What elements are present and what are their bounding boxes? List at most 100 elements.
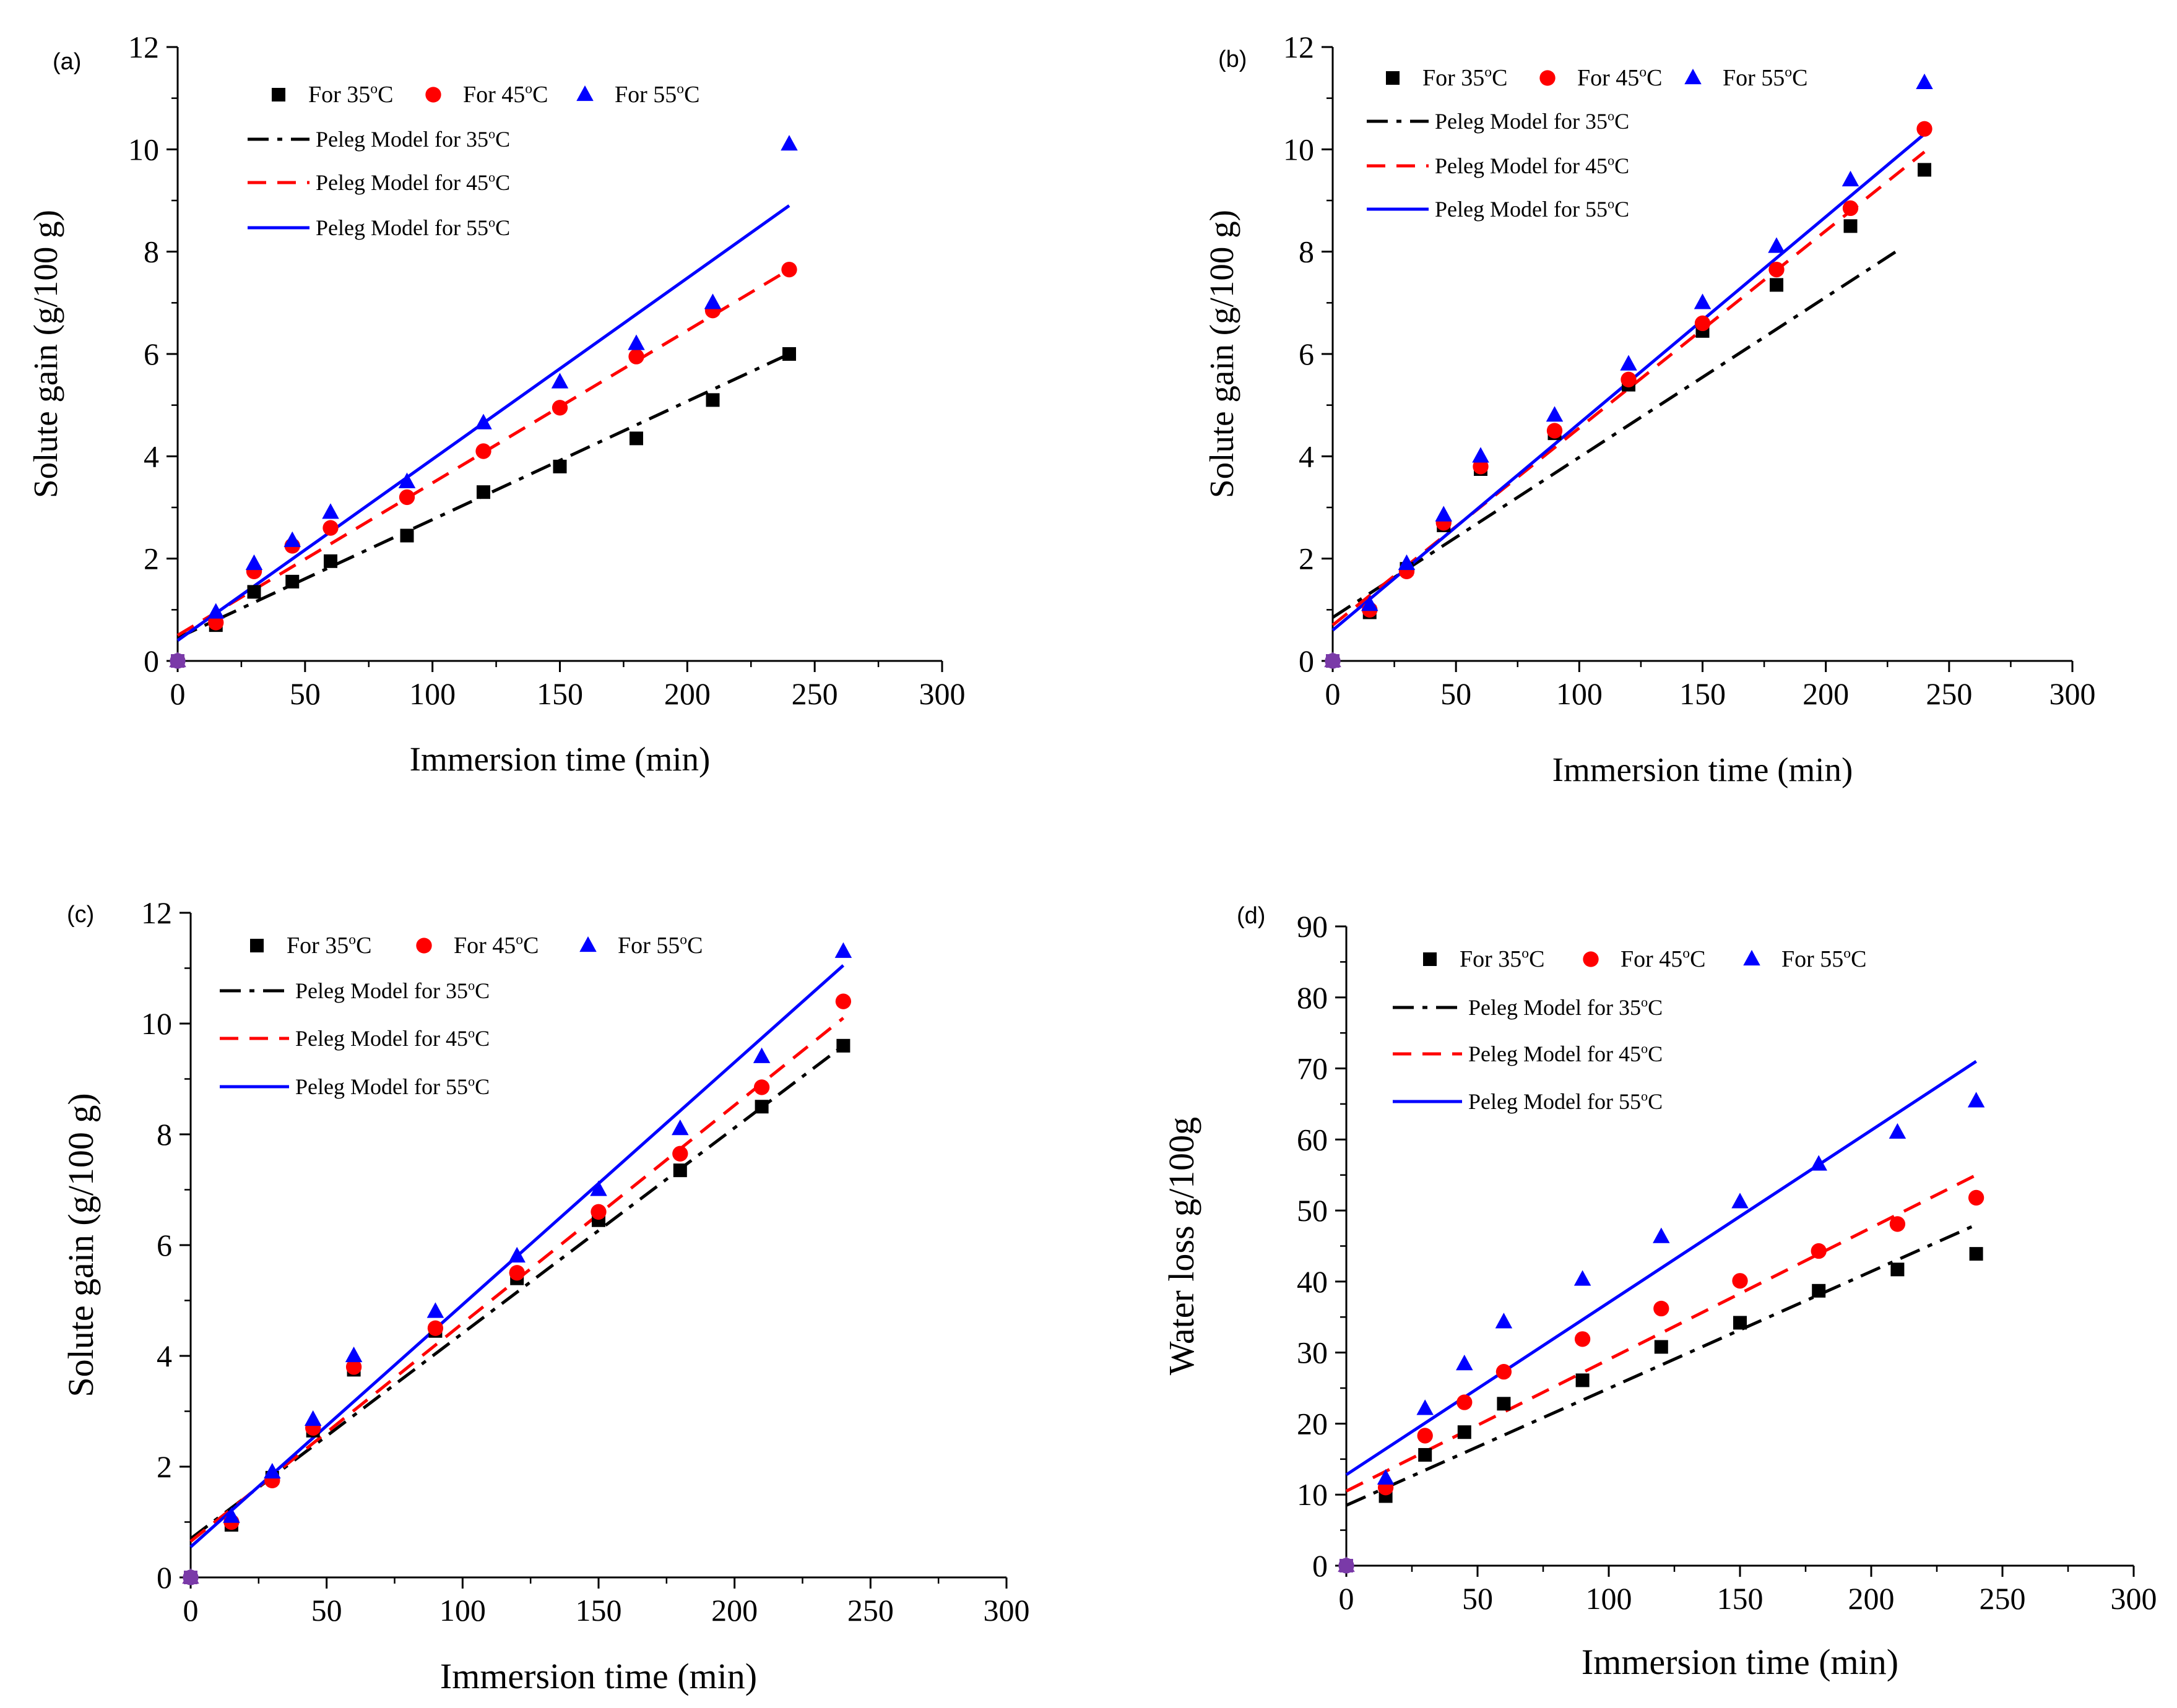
legend-model-label-55: Peleg Model for 55oC: [316, 214, 510, 240]
y-tick-label: 6: [157, 1228, 172, 1262]
legend-label-55: For 55oC: [1781, 946, 1866, 972]
data-point-45: [1968, 1189, 1984, 1206]
data-point-35: [1654, 1340, 1668, 1354]
data-point-55: [1694, 293, 1712, 309]
data-point-45: [781, 261, 797, 278]
legend-label-35: For 35oC: [1422, 64, 1507, 91]
legend-label-35: For 35oC: [287, 932, 371, 959]
x-tick-label: 250: [1980, 1581, 2026, 1616]
data-point-45: [208, 615, 224, 631]
data-point-35: [324, 554, 337, 568]
legend-marker-45: [416, 938, 432, 954]
model-line-35: [1345, 1223, 1977, 1507]
data-point-35: [1770, 278, 1783, 292]
legend: For 35oC For 45oC For 55oC Peleg Model for …: [248, 81, 699, 240]
data-point-55: [628, 334, 645, 350]
data-point-45: [1495, 1364, 1512, 1380]
legend-model-label-45: Peleg Model for 45oC: [1435, 152, 1629, 178]
x-axis-title: Immersion time (min): [1582, 1642, 1898, 1682]
data-point-55: [322, 503, 339, 519]
data-point-55: [245, 554, 263, 571]
data-point-55: [1916, 73, 1933, 90]
data-point-55: [1653, 1227, 1670, 1243]
y-axis-title: Water loss g/100g: [1161, 1117, 1201, 1375]
x-tick-label: 200: [1848, 1581, 1895, 1616]
data-point-45: [1473, 459, 1489, 475]
data-point-45: [1889, 1216, 1906, 1232]
data-point-55: [1573, 1270, 1591, 1286]
x-tick-label: 200: [664, 676, 711, 711]
data-point-55: [304, 1410, 322, 1426]
data-point-45: [427, 1320, 444, 1336]
data-point-45: [399, 489, 415, 506]
data-point-55: [182, 1568, 199, 1584]
data-point-55: [1731, 1193, 1749, 1209]
data-point-35: [400, 528, 414, 543]
y-tick-label: 10: [141, 1006, 172, 1041]
data-point-45: [1621, 371, 1637, 387]
data-point-55: [834, 942, 852, 958]
data-point-55: [426, 1302, 444, 1318]
legend-marker-55: [579, 936, 597, 952]
data-point-45: [475, 443, 491, 459]
x-tick-label: 50: [1440, 676, 1471, 711]
legend-label-35: For 35oC: [308, 81, 393, 108]
data-point-35: [755, 1100, 769, 1114]
data-point-55: [508, 1246, 526, 1263]
y-tick-label: 0: [144, 644, 159, 678]
x-tick-label: 150: [537, 676, 583, 711]
x-tick-label: 200: [1803, 676, 1849, 711]
x-axis-title: Immersion time (min): [1552, 751, 1853, 788]
data-point-55: [264, 1462, 281, 1479]
data-point-35: [1969, 1247, 1983, 1261]
data-point-35: [836, 1038, 850, 1053]
data-point-55: [672, 1119, 689, 1136]
legend-model-label-55: Peleg Model for 55oC: [1435, 196, 1629, 222]
model-line-55: [1345, 1059, 1977, 1477]
y-axis-title: Solute gain (g/100 g): [27, 210, 64, 498]
data-point-35: [285, 574, 300, 589]
data-point-55: [590, 1180, 607, 1196]
y-tick-label: 50: [1297, 1193, 1328, 1228]
y-tick-label: 4: [157, 1339, 172, 1373]
data-point-45: [1732, 1273, 1748, 1289]
x-tick-label: 0: [1339, 1581, 1354, 1616]
data-point-35: [477, 485, 490, 499]
y-tick-label: 8: [157, 1117, 172, 1152]
x-tick-label: 50: [1462, 1581, 1493, 1616]
data-point-55: [753, 1047, 771, 1063]
data-point-35: [1575, 1373, 1590, 1387]
data-point-55: [1472, 447, 1489, 463]
data-point-45: [322, 520, 339, 536]
data-point-45: [1417, 1428, 1433, 1444]
data-point-55: [207, 603, 225, 619]
legend-model-label-55: Peleg Model for 55oC: [1468, 1088, 1663, 1114]
x-tick-label: 150: [1679, 676, 1726, 711]
x-tick-label: 150: [576, 1593, 622, 1628]
x-tick-label: 50: [311, 1593, 342, 1628]
data-point-55: [781, 135, 798, 151]
panel-label: (b): [1218, 46, 1247, 72]
data-point-45: [1653, 1300, 1669, 1317]
y-tick-label: 80: [1297, 980, 1328, 1015]
x-axis-title: Immersion time (min): [440, 1656, 757, 1696]
legend-label-55: For 55oC: [618, 932, 703, 959]
data-point-55: [283, 531, 301, 547]
legend-model-label-35: Peleg Model for 35oC: [316, 126, 510, 152]
data-point-35: [553, 459, 567, 473]
data-point-45: [753, 1079, 770, 1095]
data-point-45: [1456, 1394, 1473, 1410]
x-tick-label: 300: [919, 676, 966, 711]
data-point-55: [1361, 595, 1378, 611]
data-point-55: [1398, 554, 1416, 571]
legend: For 35oC For 45oC For 55oC Peleg Model for …: [1393, 946, 1866, 1114]
y-tick-label: 20: [1297, 1406, 1328, 1441]
data-point-55: [1416, 1399, 1434, 1415]
legend-model-label-45: Peleg Model for 45oC: [295, 1025, 490, 1051]
data-point-45: [1842, 200, 1859, 217]
panel-label: (a): [53, 49, 81, 75]
legend: For 35oC For 45oC For 55oC Peleg Model for …: [220, 932, 703, 1099]
data-point-55: [345, 1346, 363, 1363]
y-axis-title: Solute gain (g/100 g): [1203, 210, 1240, 498]
legend-label-45: For 45oC: [454, 932, 539, 959]
